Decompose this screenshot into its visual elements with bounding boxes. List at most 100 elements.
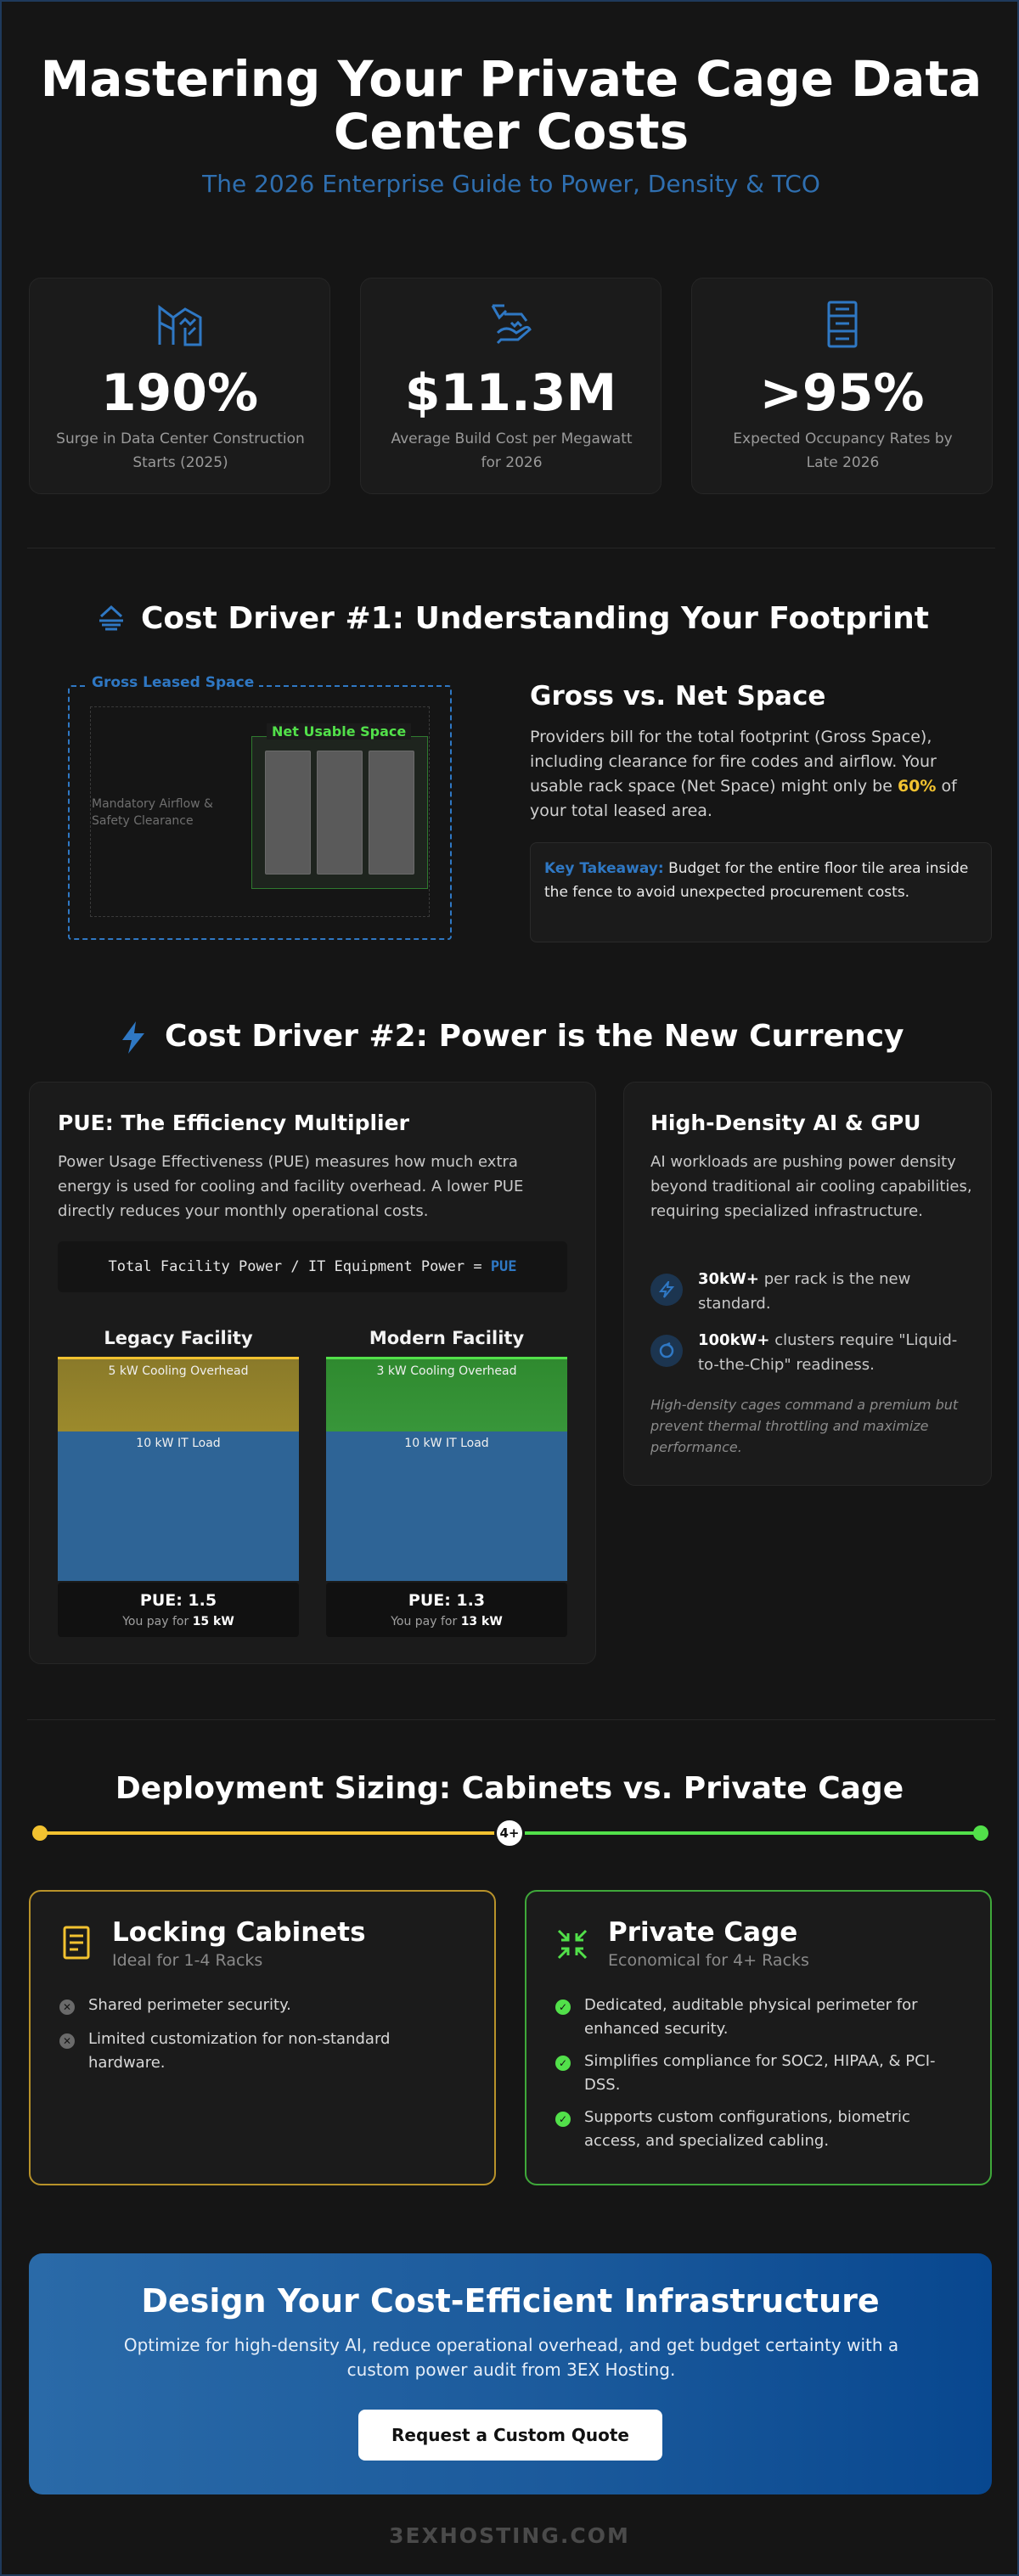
cabinets-item: Shared perimeter security. [88, 1996, 291, 2014]
net-space-label: Net Usable Space [267, 723, 412, 740]
gvn-highlight: 60% [897, 777, 937, 796]
it-load-label: 10 kW IT Load [136, 1437, 221, 1450]
gross-vs-net-title: Gross vs. Net Space [530, 681, 826, 711]
stat-card-construction: 190% Surge in Data Center Construction S… [29, 278, 330, 494]
gvn-text-end: of your total leased area. [530, 777, 957, 820]
stat-label: Average Build Cost per Megawatt for 2026 [391, 430, 633, 471]
footer-domain[interactable]: 3EXHOSTING.COM [389, 2523, 630, 2548]
request-quote-button[interactable]: Request a Custom Quote [358, 2410, 662, 2461]
clearance-zone [90, 706, 430, 917]
construction-crane-icon [30, 299, 329, 350]
check-icon: ✓ [555, 1999, 571, 2015]
timeline-cage-segment [525, 1831, 982, 1835]
hd-item-text: per rack is the new standard. [698, 1270, 911, 1313]
section-heading-power: Cost Driver #2: Power is the New Currenc… [165, 1019, 904, 1054]
pay-prefix: You pay for [391, 1615, 461, 1628]
cage-item: Supports custom configurations, biometri… [584, 2108, 910, 2150]
pay-text: You pay for 15 kW [58, 1615, 299, 1628]
it-load-bar: 10 kW IT Load [326, 1431, 567, 1581]
cooling-overhead-bar: 5 kW Cooling Overhead [58, 1357, 299, 1431]
stat-label: Surge in Data Center Construction Starts… [56, 430, 305, 471]
gross-vs-net-body: Providers bill for the total footprint (… [530, 725, 988, 824]
collapse-arrows-icon [555, 1927, 589, 1965]
cooling-loop-icon [650, 1335, 683, 1367]
footprint-icon [97, 603, 126, 635]
x-icon: ✕ [59, 1999, 75, 2015]
cta-title: Design Your Cost-Efficient Infrastructur… [141, 2282, 880, 2320]
takeaway-text: Budget for the entire floor tile area in… [544, 860, 969, 901]
cta-body: Optimize for high-density AI, reduce ope… [123, 2335, 899, 2380]
cage-title: Private Cage [608, 1917, 798, 1948]
formula-text: Total Facility Power / IT Equipment Powe… [108, 1258, 491, 1275]
cabinets-item: Limited customization for non-standard h… [88, 2030, 391, 2072]
pue-title: PUE: The Efficiency Multiplier [58, 1111, 409, 1135]
cabinets-title: Locking Cabinets [112, 1917, 366, 1948]
stat-value: >95% [759, 363, 925, 423]
pay-value: 13 kW [460, 1615, 503, 1628]
x-icon: ✕ [59, 2033, 75, 2049]
facility-title-legacy: Legacy Facility [104, 1328, 253, 1348]
cabinet-icon [59, 1924, 93, 1965]
cage-item: Dedicated, auditable physical perimeter … [584, 1996, 918, 2038]
lightning-icon [119, 1021, 148, 1058]
pay-text: You pay for 13 kW [326, 1615, 567, 1628]
stat-value: $11.3M [404, 363, 617, 423]
it-load-label: 10 kW IT Load [404, 1437, 489, 1450]
high-density-note: High-density cages command a premium but… [650, 1397, 959, 1455]
stat-card-occupancy: >95% Expected Occupancy Rates by Late 20… [691, 278, 993, 494]
private-cage-card [525, 1890, 992, 2185]
pay-value: 15 kW [192, 1615, 234, 1628]
high-density-item: 100kW+ clusters require "Liquid-to-the-C… [698, 1328, 978, 1377]
stat-label: Expected Occupancy Rates by Late 2026 [733, 430, 953, 471]
pue-value: PUE: 1.3 [408, 1591, 486, 1610]
high-density-body: AI workloads are pushing power density b… [650, 1153, 972, 1220]
facility-bar-modern: 3 kW Cooling Overhead 10 kW IT Load [326, 1357, 567, 1581]
cage-subtitle: Economical for 4+ Racks [608, 1951, 809, 1970]
airflow-label: Mandatory Airflow & Safety Clearance [92, 797, 213, 828]
pue-result-legacy: PUE: 1.5 You pay for 15 kW [58, 1583, 299, 1637]
cabinets-subtitle: Ideal for 1-4 Racks [112, 1951, 263, 1970]
rack-threshold-badge: 4+ [494, 1818, 525, 1848]
high-density-title: High-Density AI & GPU [650, 1111, 921, 1135]
locking-cabinets-card [29, 1890, 496, 2185]
gross-space-boundary [68, 685, 452, 940]
divider [27, 1719, 995, 1720]
formula-result: PUE [490, 1258, 517, 1275]
hd-item-bold: 100kW+ [698, 1331, 770, 1349]
pue-value: PUE: 1.5 [139, 1591, 217, 1610]
timeline-cabinets-segment [39, 1831, 498, 1835]
hd-item-bold: 30kW+ [698, 1270, 759, 1288]
section-heading-footprint: Cost Driver #1: Understanding Your Footp… [141, 601, 929, 636]
stat-card-build-cost: $11.3M Average Build Cost per Megawatt f… [360, 278, 662, 494]
section-heading-sizing: Deployment Sizing: Cabinets vs. Private … [115, 1771, 904, 1806]
rack [317, 751, 363, 875]
it-load-bar: 10 kW IT Load [58, 1431, 299, 1581]
takeaway-label: Key Takeaway: [544, 860, 664, 877]
timeline-start-dot [32, 1825, 48, 1841]
stat-value: 190% [100, 363, 259, 423]
check-icon: ✓ [555, 2056, 571, 2071]
rack [265, 751, 311, 875]
hd-item-text: clusters require "Liquid-to-the-Chip" re… [698, 1331, 958, 1374]
pue-body: Power Usage Effectiveness (PUE) measures… [58, 1153, 524, 1220]
cooling-label: 3 kW Cooling Overhead [376, 1364, 517, 1378]
pue-formula: Total Facility Power / IT Equipment Powe… [58, 1241, 567, 1292]
high-density-card [623, 1082, 992, 1486]
check-icon: ✓ [555, 2112, 571, 2127]
cooling-label: 5 kW Cooling Overhead [108, 1364, 249, 1378]
money-hand-icon [361, 299, 661, 350]
cage-item: Simplifies compliance for SOC2, HIPAA, &… [584, 2052, 936, 2094]
gvn-text: Providers bill for the total footprint (… [530, 728, 937, 796]
facility-title-modern: Modern Facility [369, 1328, 525, 1348]
server-rack-icon [692, 299, 992, 350]
key-takeaway-box: Key Takeaway: Budget for the entire floo… [530, 842, 992, 942]
pue-result-modern: PUE: 1.3 You pay for 13 kW [326, 1583, 567, 1637]
high-density-item: 30kW+ per rack is the new standard. [698, 1267, 978, 1316]
facility-bar-legacy: 5 kW Cooling Overhead 10 kW IT Load [58, 1357, 299, 1581]
rack [369, 751, 414, 875]
pay-prefix: You pay for [122, 1615, 193, 1628]
timeline-end-dot [973, 1825, 988, 1841]
lightning-icon [650, 1274, 683, 1306]
page-subtitle: The 2026 Enterprise Guide to Power, Dens… [202, 170, 820, 198]
